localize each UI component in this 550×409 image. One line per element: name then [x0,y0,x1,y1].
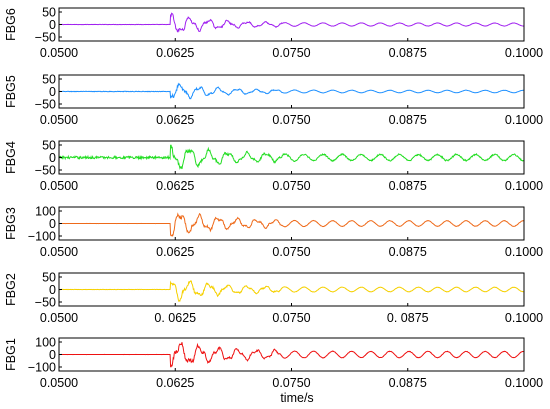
panel-fbg3: 1000−100 FBG3 0.0500 0.0625 0.0750 0.0875 0.10… [4,205,543,260]
y-tick-label: 0 [49,85,56,99]
x-tick-label: 0.1000 [505,376,543,390]
y-tick-label: 0 [49,348,56,362]
x-tick-label: 0.0625 [156,46,194,60]
x-tick-label: 0.0750 [272,311,310,325]
panel-fbg1: 1000−100 FBG1 0.0500 0.0625 0.0750 0.0875 0.10… [4,336,543,391]
y-axis-label: FBG4 [4,141,18,174]
x-tick-label: 0.0750 [272,376,310,390]
x-tick-label: 0.0875 [389,46,427,60]
x-tick-label: 0.0625 [156,376,194,390]
y-axis-label: FBG6 [4,8,18,41]
y-tick-label: 100 [35,336,56,350]
y-tick-label: 0 [49,151,56,165]
panel-fbg4: 500−50 FBG4 0.0500 0.0625 0.0750 0.0875 0.1000 [4,139,543,194]
y-axis-label: FBG3 [4,207,18,240]
x-tick-label: 0.0625 [156,113,194,127]
series-line-fbg2 [58,280,525,303]
y-tick-label: 0 [49,18,56,32]
y-tick-label: 50 [42,6,56,20]
y-tick-label: 100 [35,205,56,219]
x-tick-label: 0.1000 [505,113,543,127]
y-tick-label: 0 [49,217,56,231]
y-tick-label: −100 [28,361,56,375]
panel-fbg6: 500−50 FBG6 0.0500 0.0625 0.0750 0.0875 0.1000 [4,6,543,61]
x-tick-label: 0.0750 [272,46,310,60]
x-tick-label: 0.1000 [505,46,543,60]
x-tick-label: 0.0500 [40,179,78,193]
x-tick-label: 0.0875 [389,179,427,193]
series-line-fbg6 [58,12,525,33]
x-tick-label: 0.0750 [272,113,310,127]
x-axis-label: time/s [280,391,313,405]
x-tick-label: 0.0500 [40,311,78,325]
x-tick-label: 0.1000 [505,179,543,193]
series-line-fbg4 [58,144,525,170]
y-tick-label: 50 [42,73,56,87]
x-tick-label: 0.0875 [389,245,427,259]
y-tick-label: 50 [42,139,56,153]
x-tick-label: 0.0500 [40,46,78,60]
x-tick-label: 0.0750 [272,179,310,193]
y-axis-label: FBG2 [4,273,18,306]
y-axis-label: FBG5 [4,75,18,108]
x-tick-label: 0.0625 [156,179,194,193]
series-line-fbg5 [58,82,525,100]
x-tick-label: 0.1000 [505,245,543,259]
x-tick-label: 0.0625 [156,245,194,259]
y-tick-label: −100 [28,230,56,244]
y-tick-label: 50 [42,271,56,285]
y-axis-label: FBG1 [4,338,18,371]
x-tick-label: 0.0750 [272,245,310,259]
y-tick-label: −50 [35,98,56,112]
y-tick-label: −50 [35,296,56,310]
x-tick-label: 0.1000 [505,311,543,325]
x-tick-label: 0.0500 [40,376,78,390]
x-tick-label: 0. 0625 [154,311,196,325]
series-line-fbg1 [58,342,524,368]
y-tick-label: −50 [35,31,56,45]
x-tick-label: 0.0875 [389,113,427,127]
x-tick-label: 0.0500 [40,113,78,127]
x-tick-label: 0. 0875 [387,311,429,325]
y-tick-label: −50 [35,164,56,178]
x-tick-label: 0.0500 [40,245,78,259]
series-line-fbg3 [59,212,525,237]
x-tick-label: 0.0875 [389,376,427,390]
panel-fbg2: 500−50 FBG2 0.0500 0. 0625 0.0750 0. 0875 0.10… [4,271,543,326]
y-tick-label: 0 [49,283,56,297]
panel-fbg5: 500−50 FBG5 0.0500 0.0625 0.0750 0.0875 0.1000 [4,73,543,128]
